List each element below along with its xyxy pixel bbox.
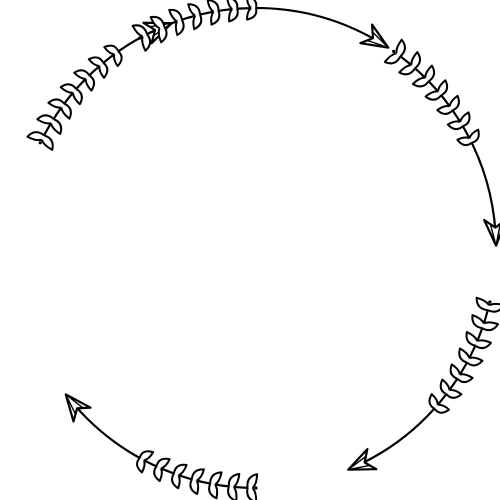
arrow-nock-5	[254, 486, 258, 490]
feather-vane	[445, 388, 463, 399]
feather-vane	[475, 296, 490, 312]
feather-vane	[59, 83, 78, 94]
feather-vane	[103, 44, 120, 56]
arrow-4	[347, 296, 500, 471]
feather-vane	[226, 0, 239, 10]
arrow-shaft-3	[399, 55, 497, 233]
feather-vane	[210, 10, 221, 26]
feather-vane	[459, 111, 471, 128]
feather-vane	[398, 63, 416, 76]
arrow-shaft-5	[73, 404, 249, 489]
feather-vane	[71, 88, 83, 106]
feather-vane	[155, 457, 171, 470]
feather-vane	[449, 363, 461, 380]
arrow-nock-3	[392, 49, 396, 54]
feather-vane	[227, 486, 238, 500]
feather-vane	[138, 450, 155, 462]
feather-vane	[153, 465, 163, 483]
feather-vane	[439, 378, 451, 396]
feather-vane	[192, 14, 203, 31]
feather-vane	[172, 463, 188, 477]
feather-vane	[433, 403, 450, 414]
feather-vane	[36, 114, 55, 125]
arrowhead-2	[359, 23, 390, 49]
feather-vane	[87, 56, 105, 67]
arrow-nock-1	[38, 141, 42, 145]
feather-vane	[471, 314, 485, 330]
feather-vane	[208, 483, 219, 500]
feather-vane	[112, 50, 123, 68]
feather-vane	[40, 134, 54, 151]
feather-vane	[246, 487, 258, 500]
arrow-nock-2	[138, 36, 142, 40]
feather-vane	[481, 321, 500, 332]
arrowhead-detail-5	[65, 393, 84, 415]
feather-vane	[466, 356, 484, 367]
feather-vane	[456, 136, 473, 147]
arrowhead-detail-4	[347, 455, 371, 471]
arrow-shaft-4	[360, 309, 489, 465]
feather-vane	[209, 471, 223, 486]
feather-vane	[410, 51, 421, 70]
feather-vane	[47, 98, 66, 109]
arrow-3	[383, 38, 500, 247]
feather-vane	[448, 94, 460, 112]
feather-vane	[395, 38, 406, 58]
arrow-nock-4	[488, 300, 492, 304]
feather-vane	[149, 15, 166, 30]
feather-vane	[446, 120, 464, 131]
feather-vane	[206, 0, 220, 13]
feather-vane	[49, 118, 63, 135]
feather-vane	[465, 331, 479, 347]
feather-vane	[424, 64, 436, 83]
feather-vane	[456, 373, 474, 384]
feather-vane	[468, 128, 480, 144]
feather-vane	[168, 8, 183, 23]
feather-vane	[228, 8, 239, 23]
feather-vane	[411, 76, 430, 88]
feather-vane	[474, 339, 492, 350]
arrow-5	[64, 393, 259, 500]
feather-vane	[84, 74, 96, 92]
feather-vane	[189, 478, 200, 496]
feather-vane	[436, 105, 454, 115]
feather-vane	[157, 25, 168, 44]
arrow-2	[131, 0, 390, 52]
feather-vane	[487, 302, 500, 313]
feather-vane	[428, 393, 439, 410]
feather-vane	[73, 69, 91, 80]
feather-vane	[190, 468, 205, 482]
feather-vane	[131, 24, 148, 38]
feather-vane	[424, 90, 442, 101]
feather-vane	[246, 7, 258, 21]
feather-vane	[187, 3, 201, 17]
arrows	[26, 0, 500, 500]
feather-vane	[458, 347, 471, 364]
feather-vane	[171, 473, 181, 490]
feather-vane	[383, 52, 402, 65]
feather-vane	[437, 79, 449, 97]
feather-vane	[60, 102, 72, 120]
feather-vane	[136, 457, 146, 474]
arrowhead-detail-2	[366, 31, 389, 49]
feather-vane	[246, 473, 259, 489]
feather-vane	[246, 0, 258, 9]
arrowhead-5	[64, 393, 92, 423]
feather-vane	[174, 19, 185, 37]
feather-vane	[26, 131, 45, 142]
arrow-shaft-1	[42, 27, 160, 137]
feather-vane	[98, 62, 109, 79]
feather-vane	[227, 472, 241, 488]
feather-vane	[141, 33, 152, 52]
